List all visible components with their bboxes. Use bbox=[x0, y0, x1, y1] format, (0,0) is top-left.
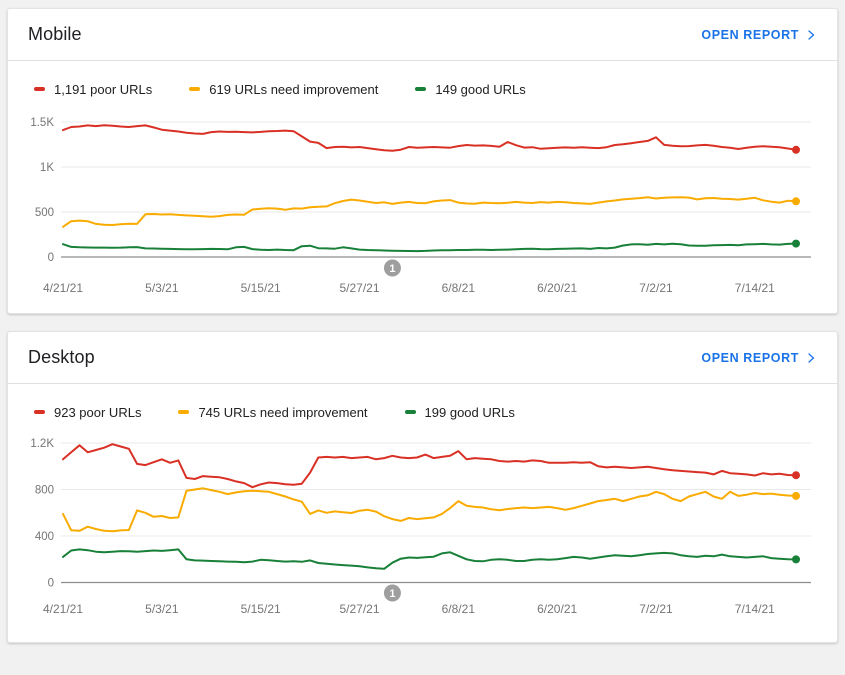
x-axis-date-label: 7/14/21 bbox=[735, 281, 775, 295]
open-report-link[interactable]: OPEN REPORT bbox=[701, 351, 817, 365]
legend-item-label: 1,191 poor URLs bbox=[54, 81, 153, 97]
svg-text:1: 1 bbox=[389, 588, 395, 600]
x-axis-date-label: 4/21/21 bbox=[43, 602, 83, 616]
x-axis-date-label: 5/27/21 bbox=[339, 281, 379, 295]
legend-item-label: 199 good URLs bbox=[424, 404, 515, 420]
good-series-dash-icon bbox=[404, 410, 416, 414]
mobile-cwv-chart[interactable]: 0 500 1K 1.5K 4/21/21 5/3/21 5/15/21 5/27/21 6/8… bbox=[8, 105, 839, 303]
series-line-good bbox=[62, 242, 797, 253]
chart-area: 0 400 800 1.2K 4/21/21 5/3/21 5/15/21 5/27/21 6/… bbox=[8, 422, 837, 642]
card-mobile-header: Mobile OPEN REPORT bbox=[8, 9, 837, 61]
x-axis-date-label: 5/15/21 bbox=[241, 602, 281, 616]
y-axis-tick-label: 0 bbox=[48, 578, 54, 590]
legend-item-need-improvement[interactable]: 745 URLs need improvement bbox=[178, 404, 368, 420]
x-axis-date-label: 4/21/21 bbox=[43, 281, 83, 295]
y-axis-tick-label: 800 bbox=[35, 485, 54, 497]
legend-item-poor[interactable]: 1,191 poor URLs bbox=[34, 82, 152, 97]
good-series-dash-icon bbox=[415, 87, 427, 91]
svg-text:1: 1 bbox=[389, 263, 395, 275]
legend-item-label: 923 poor URLs bbox=[54, 404, 142, 420]
legend-item-good[interactable]: 149 good URLs bbox=[415, 81, 526, 97]
chevron-right-icon bbox=[805, 352, 817, 364]
series-end-dot-needs_improvement bbox=[792, 197, 800, 206]
desktop-cwv-chart[interactable]: 0 400 800 1.2K 4/21/21 5/3/21 5/15/21 5/27/21 6/… bbox=[8, 428, 839, 632]
poor-series-dash-icon bbox=[34, 87, 45, 91]
card-desktop: Desktop OPEN REPORT 923 poor URLs 745 UR… bbox=[7, 331, 838, 643]
series-line-good bbox=[62, 548, 797, 570]
x-axis-date-label: 7/14/21 bbox=[735, 602, 775, 616]
open-report-link[interactable]: OPEN REPORT bbox=[701, 28, 817, 42]
series-line-poor bbox=[62, 443, 797, 489]
y-axis-tick-label: 400 bbox=[35, 531, 54, 543]
x-axis-date-label: 6/20/21 bbox=[537, 281, 577, 295]
annotation-marker[interactable]: 1 bbox=[383, 584, 401, 602]
legend-item-label: 619 URLs need improvement bbox=[209, 81, 379, 97]
series-line-needs_improvement bbox=[62, 196, 797, 228]
series-end-dot-poor bbox=[792, 471, 800, 480]
series-end-dot-poor bbox=[792, 145, 800, 154]
x-axis-date-label: 6/8/21 bbox=[442, 281, 476, 295]
series-line-needs_improvement bbox=[62, 487, 797, 533]
core-web-vitals-page: Mobile OPEN REPORT 1,191 poor URLs 619 U… bbox=[7, 8, 838, 643]
x-axis-date-label: 5/3/21 bbox=[145, 281, 179, 295]
y-axis-tick-label: 0 bbox=[48, 252, 54, 264]
x-axis-date-label: 5/27/21 bbox=[339, 602, 379, 616]
x-axis-date-label: 6/20/21 bbox=[537, 602, 577, 616]
need-improvement-series-dash-icon bbox=[189, 87, 201, 91]
chevron-right-icon bbox=[805, 29, 817, 41]
y-axis-tick-label: 1.5K bbox=[30, 117, 54, 129]
annotation-marker[interactable]: 1 bbox=[383, 259, 401, 277]
card-mobile: Mobile OPEN REPORT 1,191 poor URLs 619 U… bbox=[7, 8, 838, 314]
x-axis-date-label: 7/2/21 bbox=[639, 281, 673, 295]
x-axis-date-label: 5/15/21 bbox=[241, 281, 281, 295]
legend-item-label: 149 good URLs bbox=[435, 81, 526, 97]
open-report-label: OPEN REPORT bbox=[701, 350, 799, 365]
y-axis-tick-label: 500 bbox=[35, 207, 54, 219]
series-end-dot-needs_improvement bbox=[792, 491, 800, 500]
legend: 1,191 poor URLs 619 URLs need improvemen… bbox=[8, 61, 837, 99]
need-improvement-series-dash-icon bbox=[178, 410, 190, 414]
legend: 923 poor URLs 745 URLs need improvement … bbox=[8, 384, 837, 422]
legend-item-poor[interactable]: 923 poor URLs bbox=[34, 405, 141, 420]
page-title: Mobile bbox=[28, 24, 82, 44]
card-desktop-header: Desktop OPEN REPORT bbox=[8, 332, 837, 384]
page-title: Desktop bbox=[28, 347, 95, 367]
legend-item-good[interactable]: 199 good URLs bbox=[404, 404, 515, 420]
x-axis-date-label: 7/2/21 bbox=[639, 602, 673, 616]
legend-item-need-improvement[interactable]: 619 URLs need improvement bbox=[189, 82, 378, 97]
series-line-poor bbox=[62, 124, 797, 152]
open-report-label: OPEN REPORT bbox=[701, 27, 799, 42]
poor-series-dash-icon bbox=[34, 410, 45, 414]
y-axis-tick-label: 1K bbox=[40, 162, 54, 174]
series-end-dot-good bbox=[792, 555, 800, 564]
y-axis-tick-label: 1.2K bbox=[30, 438, 54, 450]
legend-item-label: 745 URLs need improvement bbox=[198, 404, 368, 420]
series-end-dot-good bbox=[792, 239, 800, 248]
x-axis-date-label: 6/8/21 bbox=[442, 602, 476, 616]
x-axis-date-label: 5/3/21 bbox=[145, 602, 179, 616]
chart-area: 0 500 1K 1.5K 4/21/21 5/3/21 5/15/21 5/27/21 6/8… bbox=[8, 99, 837, 313]
